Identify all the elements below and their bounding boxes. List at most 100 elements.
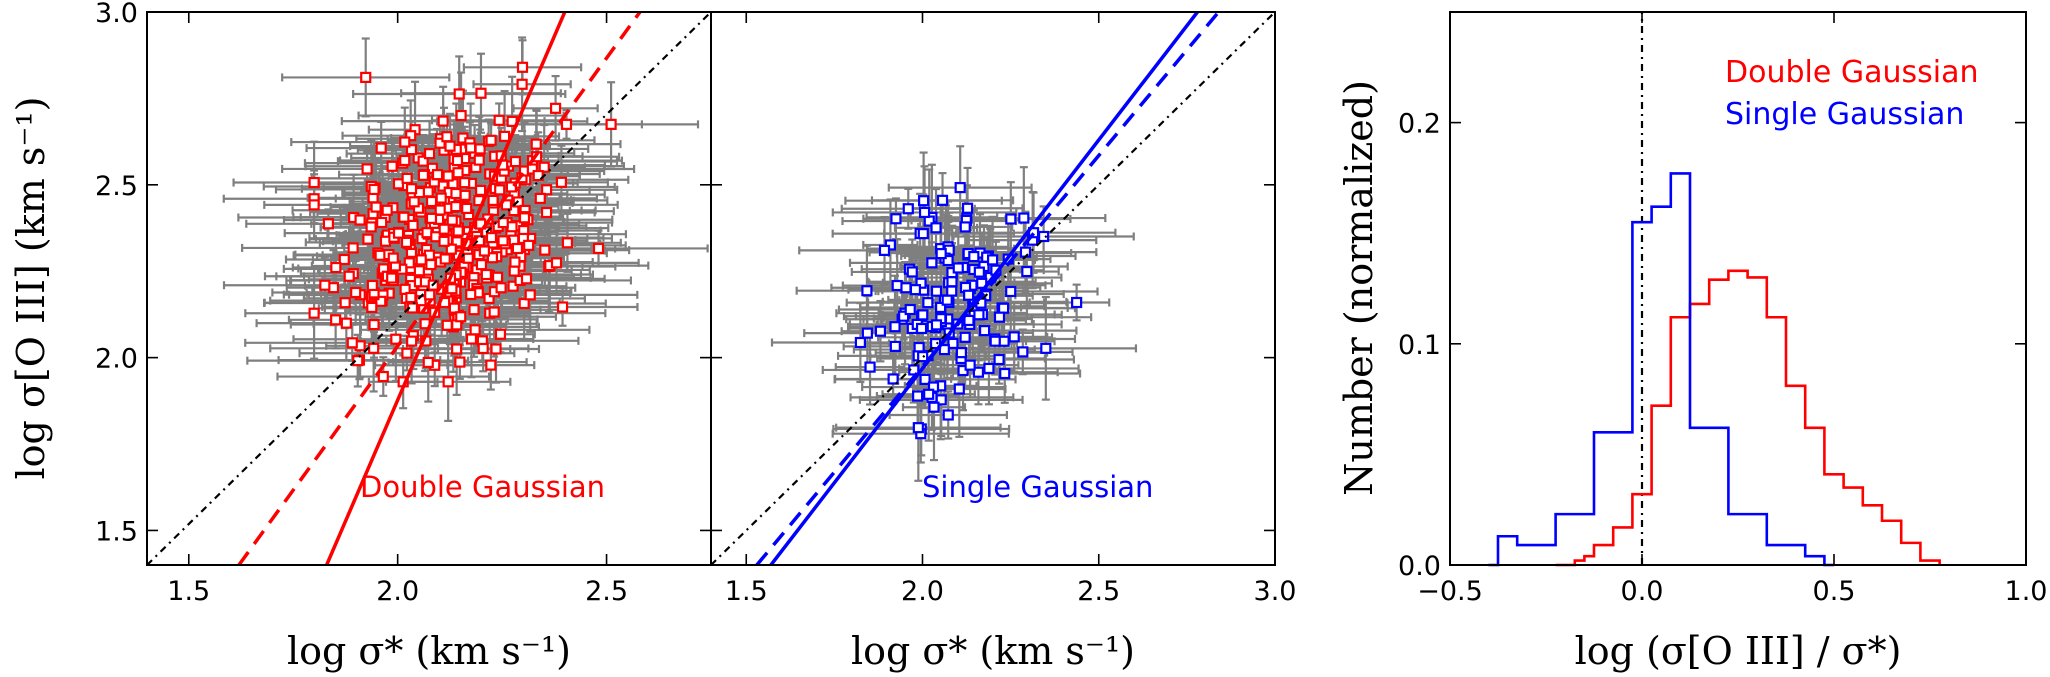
data-point <box>491 271 504 283</box>
data-point <box>979 325 991 337</box>
data-point <box>511 242 524 255</box>
data-point <box>339 297 351 309</box>
data-point <box>505 181 517 193</box>
data-point <box>861 285 873 297</box>
data-point <box>561 237 574 249</box>
left-ylabel: log σ[O III] (km s⁻¹) <box>9 97 53 480</box>
right-legend-single: Single Gaussian <box>1725 97 1964 132</box>
data-point <box>423 148 436 160</box>
data-point <box>889 340 901 353</box>
data-point <box>555 176 568 188</box>
data-point <box>360 71 372 84</box>
data-point <box>486 252 499 264</box>
data-point <box>507 280 519 292</box>
data-point <box>494 328 507 340</box>
data-point <box>508 265 520 277</box>
data-point <box>376 216 388 229</box>
data-point <box>343 270 355 282</box>
data-point <box>550 257 563 269</box>
mid-xtick-label: 2.0 <box>901 576 944 607</box>
data-point <box>408 196 420 208</box>
data-point <box>441 319 453 331</box>
data-point <box>455 311 467 323</box>
data-point <box>952 262 964 274</box>
data-point <box>459 189 471 201</box>
data-point <box>455 109 467 122</box>
data-point <box>918 195 930 207</box>
data-point <box>947 337 959 350</box>
data-point <box>480 268 492 281</box>
data-point <box>352 355 364 367</box>
data-point <box>413 265 425 277</box>
data-point <box>468 304 480 316</box>
right-frame <box>1449 11 2027 566</box>
left-data-layer <box>147 12 711 565</box>
data-point <box>909 284 922 296</box>
left-xlabel: log σ* (km s⁻¹) <box>287 629 571 673</box>
data-point <box>1018 212 1030 224</box>
data-point <box>592 242 605 255</box>
data-point <box>377 370 389 383</box>
data-point <box>308 176 320 189</box>
data-point <box>942 409 954 421</box>
data-point <box>523 239 535 251</box>
data-point <box>448 302 461 314</box>
data-point <box>560 118 573 130</box>
left-legend-label: Double Gaussian <box>360 470 605 504</box>
panel-right-histogram: −0.5 0.0 0.5 1.00.00.10.2 Double Gaussian S… <box>1398 11 2047 607</box>
data-point <box>902 203 914 215</box>
left-ticks: 1.5 2.0 2.5 1.5 2.0 2.5 3.0 <box>95 0 711 607</box>
data-point <box>451 343 463 355</box>
data-point <box>955 347 967 359</box>
data-point <box>487 194 499 207</box>
left-ytick-label: 1.5 <box>95 516 138 547</box>
data-point <box>890 213 902 225</box>
data-point <box>953 383 965 395</box>
data-point <box>362 233 374 245</box>
data-point <box>922 297 934 309</box>
histogram-double <box>1555 269 1941 567</box>
data-point <box>935 394 947 406</box>
data-point <box>993 311 1006 323</box>
data-point <box>917 309 929 321</box>
data-point <box>368 183 380 196</box>
data-point <box>425 258 437 271</box>
data-point <box>330 314 342 326</box>
data-point <box>989 335 1001 347</box>
data-point <box>539 244 551 256</box>
data-point <box>340 317 352 329</box>
data-point <box>506 221 518 233</box>
fit-line-solid <box>769 12 1199 565</box>
middle-frame <box>710 11 1276 566</box>
data-point <box>415 254 427 266</box>
data-point <box>465 288 477 301</box>
right-ytick-label: 0.2 <box>1398 109 1441 140</box>
data-point <box>444 140 456 152</box>
data-point <box>465 333 478 345</box>
data-point <box>421 227 433 239</box>
data-point <box>417 169 429 181</box>
data-point <box>375 142 387 154</box>
left-xtick-label: 2.5 <box>585 576 628 607</box>
data-point <box>474 184 487 196</box>
data-point <box>450 201 462 213</box>
data-point <box>485 231 498 244</box>
data-point <box>465 142 477 154</box>
data-point <box>541 184 553 196</box>
data-point <box>524 289 536 301</box>
data-point <box>864 361 876 373</box>
data-point <box>452 225 464 237</box>
data-point <box>904 303 916 316</box>
data-point <box>917 228 929 240</box>
data-point <box>961 202 974 214</box>
data-point <box>887 373 899 385</box>
data-point <box>516 61 529 73</box>
data-point <box>399 283 411 295</box>
data-point <box>1021 265 1033 278</box>
data-point <box>999 367 1011 380</box>
data-point <box>998 335 1010 347</box>
mid-markers <box>854 182 1083 440</box>
panel-left-scatter: 1.5 2.0 2.5 1.5 2.0 2.5 3.0 Double Gaussian <box>95 0 712 607</box>
data-point <box>438 235 450 247</box>
